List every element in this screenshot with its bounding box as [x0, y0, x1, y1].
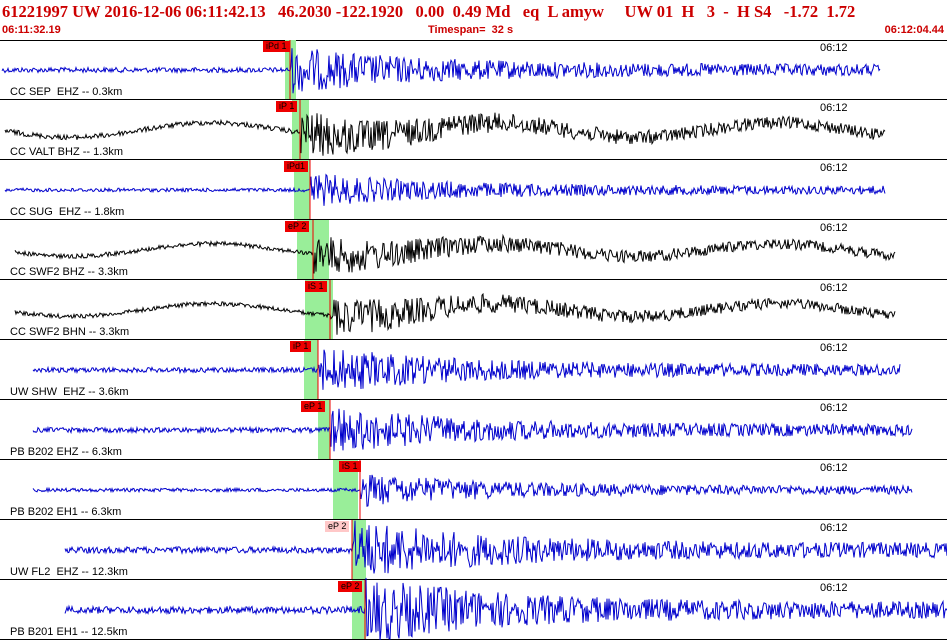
time-tick-label: 06:12: [820, 522, 848, 534]
pick-window[interactable]: [294, 160, 310, 219]
pick-window[interactable]: [352, 580, 366, 639]
station-label: PB B202 EH1 -- 6.3km: [10, 506, 122, 518]
pick-window[interactable]: [318, 400, 330, 459]
time-tick-label: 06:12: [820, 342, 848, 354]
pick-tag[interactable]: eP 1: [301, 401, 326, 412]
waveform[interactable]: [4, 112, 886, 156]
station-label: PB B202 EHZ -- 6.3km: [10, 446, 122, 458]
waveform[interactable]: [32, 349, 901, 390]
waveform[interactable]: [64, 520, 947, 574]
waveform[interactable]: [64, 577, 947, 640]
waveform[interactable]: [32, 474, 913, 507]
trace-row[interactable]: [0, 400, 947, 460]
time-tick-label: 06:12: [820, 402, 848, 414]
station-label: CC SWF2 BHN -- 3.3km: [10, 326, 130, 338]
trace-row[interactable]: [0, 520, 947, 580]
pick-tag[interactable]: eP 2: [285, 221, 310, 232]
station-label: PB B201 EH1 -- 12.5km: [10, 626, 128, 638]
station-label: UW SHW EHZ -- 3.6km: [10, 386, 129, 398]
time-tick-label: 06:12: [820, 102, 848, 114]
trace-labels: iPd 1 CC SEP EHZ -- 0.3km 06:12 iP 1 CC VALT…: [0, 40, 947, 640]
station-label: CC SUG EHZ -- 1.8km: [10, 206, 125, 218]
event-header: 61221997 UW 2016-12-06 06:11:42.13 46.20…: [0, 0, 947, 41]
pick-tag[interactable]: iPd1: [284, 161, 309, 172]
pick-tag[interactable]: eP 2: [338, 581, 363, 592]
station-label: CC VALT BHZ -- 1.3km: [10, 146, 124, 158]
trace-row[interactable]: [0, 340, 947, 400]
pick-tag[interactable]: iPd 1: [263, 41, 290, 52]
end-time: 06:12:04.44: [884, 24, 944, 36]
station-label: CC SEP EHZ -- 0.3km: [10, 86, 123, 98]
waveform[interactable]: [14, 233, 896, 274]
station-label: CC SWF2 BHZ -- 3.3km: [10, 266, 128, 278]
station-label: UW FL2 EHZ -- 12.3km: [10, 566, 128, 578]
pick-tag[interactable]: iP 1: [290, 341, 312, 352]
pick-tag[interactable]: iS 1: [305, 281, 327, 292]
time-tick-label: 06:12: [820, 162, 848, 174]
trace-row[interactable]: [0, 40, 947, 100]
trace-row[interactable]: [0, 100, 947, 160]
waveform[interactable]: [4, 173, 886, 206]
pick-tag[interactable]: eP 2: [325, 521, 350, 532]
event-summary: 61221997 UW 2016-12-06 06:11:42.13 46.20…: [2, 2, 856, 21]
waveform[interactable]: [14, 292, 896, 335]
start-time: 06:11:32.19: [2, 24, 61, 36]
time-tick-label: 06:12: [820, 42, 848, 54]
seismogram-panel[interactable]: iPd 1 CC SEP EHZ -- 0.3km 06:12 iP 1 CC VALT…: [0, 40, 947, 640]
pick-window[interactable]: [304, 340, 318, 399]
pick-tag[interactable]: iS 1: [339, 461, 361, 472]
time-tick-label: 06:12: [820, 462, 848, 474]
timespan-label: Timespan= 32 s: [428, 24, 514, 36]
time-tick-label: 06:12: [820, 222, 848, 234]
waveform[interactable]: [32, 408, 913, 452]
time-tick-label: 06:12: [820, 282, 848, 294]
trace-row[interactable]: [0, 280, 947, 340]
trace-row[interactable]: [0, 160, 947, 220]
waveform[interactable]: [1, 48, 881, 94]
pick-tag[interactable]: iP 1: [276, 101, 298, 112]
time-tick-label: 06:12: [820, 582, 848, 594]
